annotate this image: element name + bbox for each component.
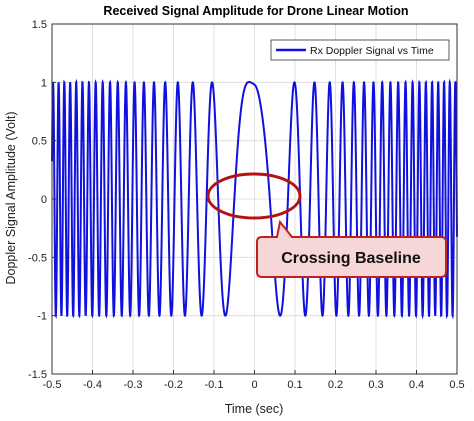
y-tick-label: -0.5 [28, 252, 47, 264]
x-tick-label: 0.1 [287, 379, 302, 391]
callout-text: Crossing Baseline [281, 250, 421, 267]
legend-label: Rx Doppler Signal vs Time [310, 45, 434, 57]
legend: Rx Doppler Signal vs Time [270, 39, 450, 61]
x-axis-label: Time (sec) [225, 402, 284, 416]
x-tick-label: -0.5 [43, 379, 62, 391]
x-tick-label: -0.2 [164, 379, 183, 391]
y-tick-label: 0 [41, 194, 47, 206]
callout-box [256, 219, 447, 278]
crossing-highlight-ellipse [206, 172, 302, 220]
x-tick-label: -0.4 [83, 379, 102, 391]
signal-series [51, 78, 458, 320]
x-tick-label: 0.2 [328, 379, 343, 391]
legend-box [270, 39, 450, 61]
crossing-annotation: Crossing Baseline [206, 172, 447, 278]
y-axis-label: Doppler Signal Amplitude (Volt) [4, 111, 18, 284]
y-tick-label: -1.5 [28, 369, 47, 381]
axis-ticks: -0.5 -0.4 -0.3 -0.2 -0.1 0 0.1 0.2 0.3 0.4 0.5 1.5 1… [28, 19, 465, 391]
x-tick-label: 0 [251, 379, 257, 391]
x-tick-label: 0.4 [409, 379, 424, 391]
x-tick-label: -0.1 [205, 379, 224, 391]
y-tick-label: 1 [41, 77, 47, 89]
y-tick-label: -1 [37, 311, 47, 323]
chart-title: Received Signal Amplitude for Drone Line… [103, 4, 408, 18]
x-tick-label: 0.5 [449, 379, 464, 391]
y-tick-label: 0.5 [32, 136, 47, 148]
y-tick-label: 1.5 [32, 19, 47, 31]
signal-line [51, 78, 458, 320]
x-tick-label: -0.3 [124, 379, 143, 391]
x-tick-label: 0.3 [368, 379, 383, 391]
